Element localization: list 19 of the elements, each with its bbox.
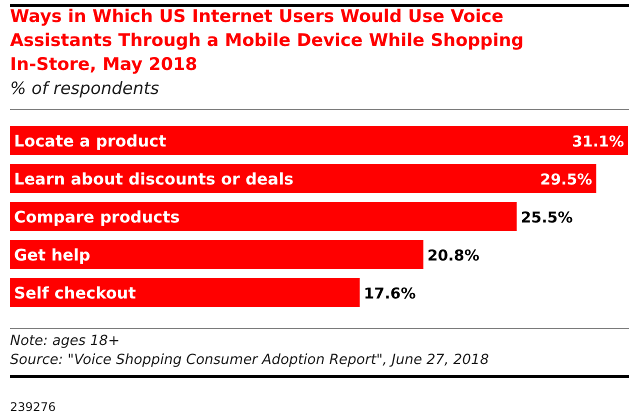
y-tick-label: Get help: [14, 246, 90, 264]
data-label: 31.1%: [572, 132, 624, 150]
bar: [10, 278, 360, 307]
data-label: 25.5%: [520, 208, 573, 226]
y-tick-label: Learn about discounts or deals: [14, 170, 294, 188]
y-tick-label: Self checkout: [14, 284, 136, 302]
data-label: 29.5%: [540, 170, 592, 188]
chart-subtitle: % of respondents: [10, 79, 160, 99]
y-tick-label: Compare products: [14, 208, 180, 226]
text: Note: ages 18+: [10, 333, 120, 349]
data-label: 17.6%: [364, 284, 416, 302]
bar: [10, 202, 517, 231]
text: 239276: [10, 400, 56, 414]
chart-title: Ways in Which US Internet Users Would Use Voice Assistants Through a Mobile Device While Shopping In-Store, May 2018: [10, 7, 524, 75]
bar: [10, 240, 424, 269]
bar: [10, 126, 628, 155]
y-tick-label: Locate a product: [14, 132, 167, 150]
source-note: Source: "Voice Shopping Consumer Adoption Report", June 27, 2018: [10, 352, 489, 368]
data-label: 20.8%: [427, 246, 480, 264]
